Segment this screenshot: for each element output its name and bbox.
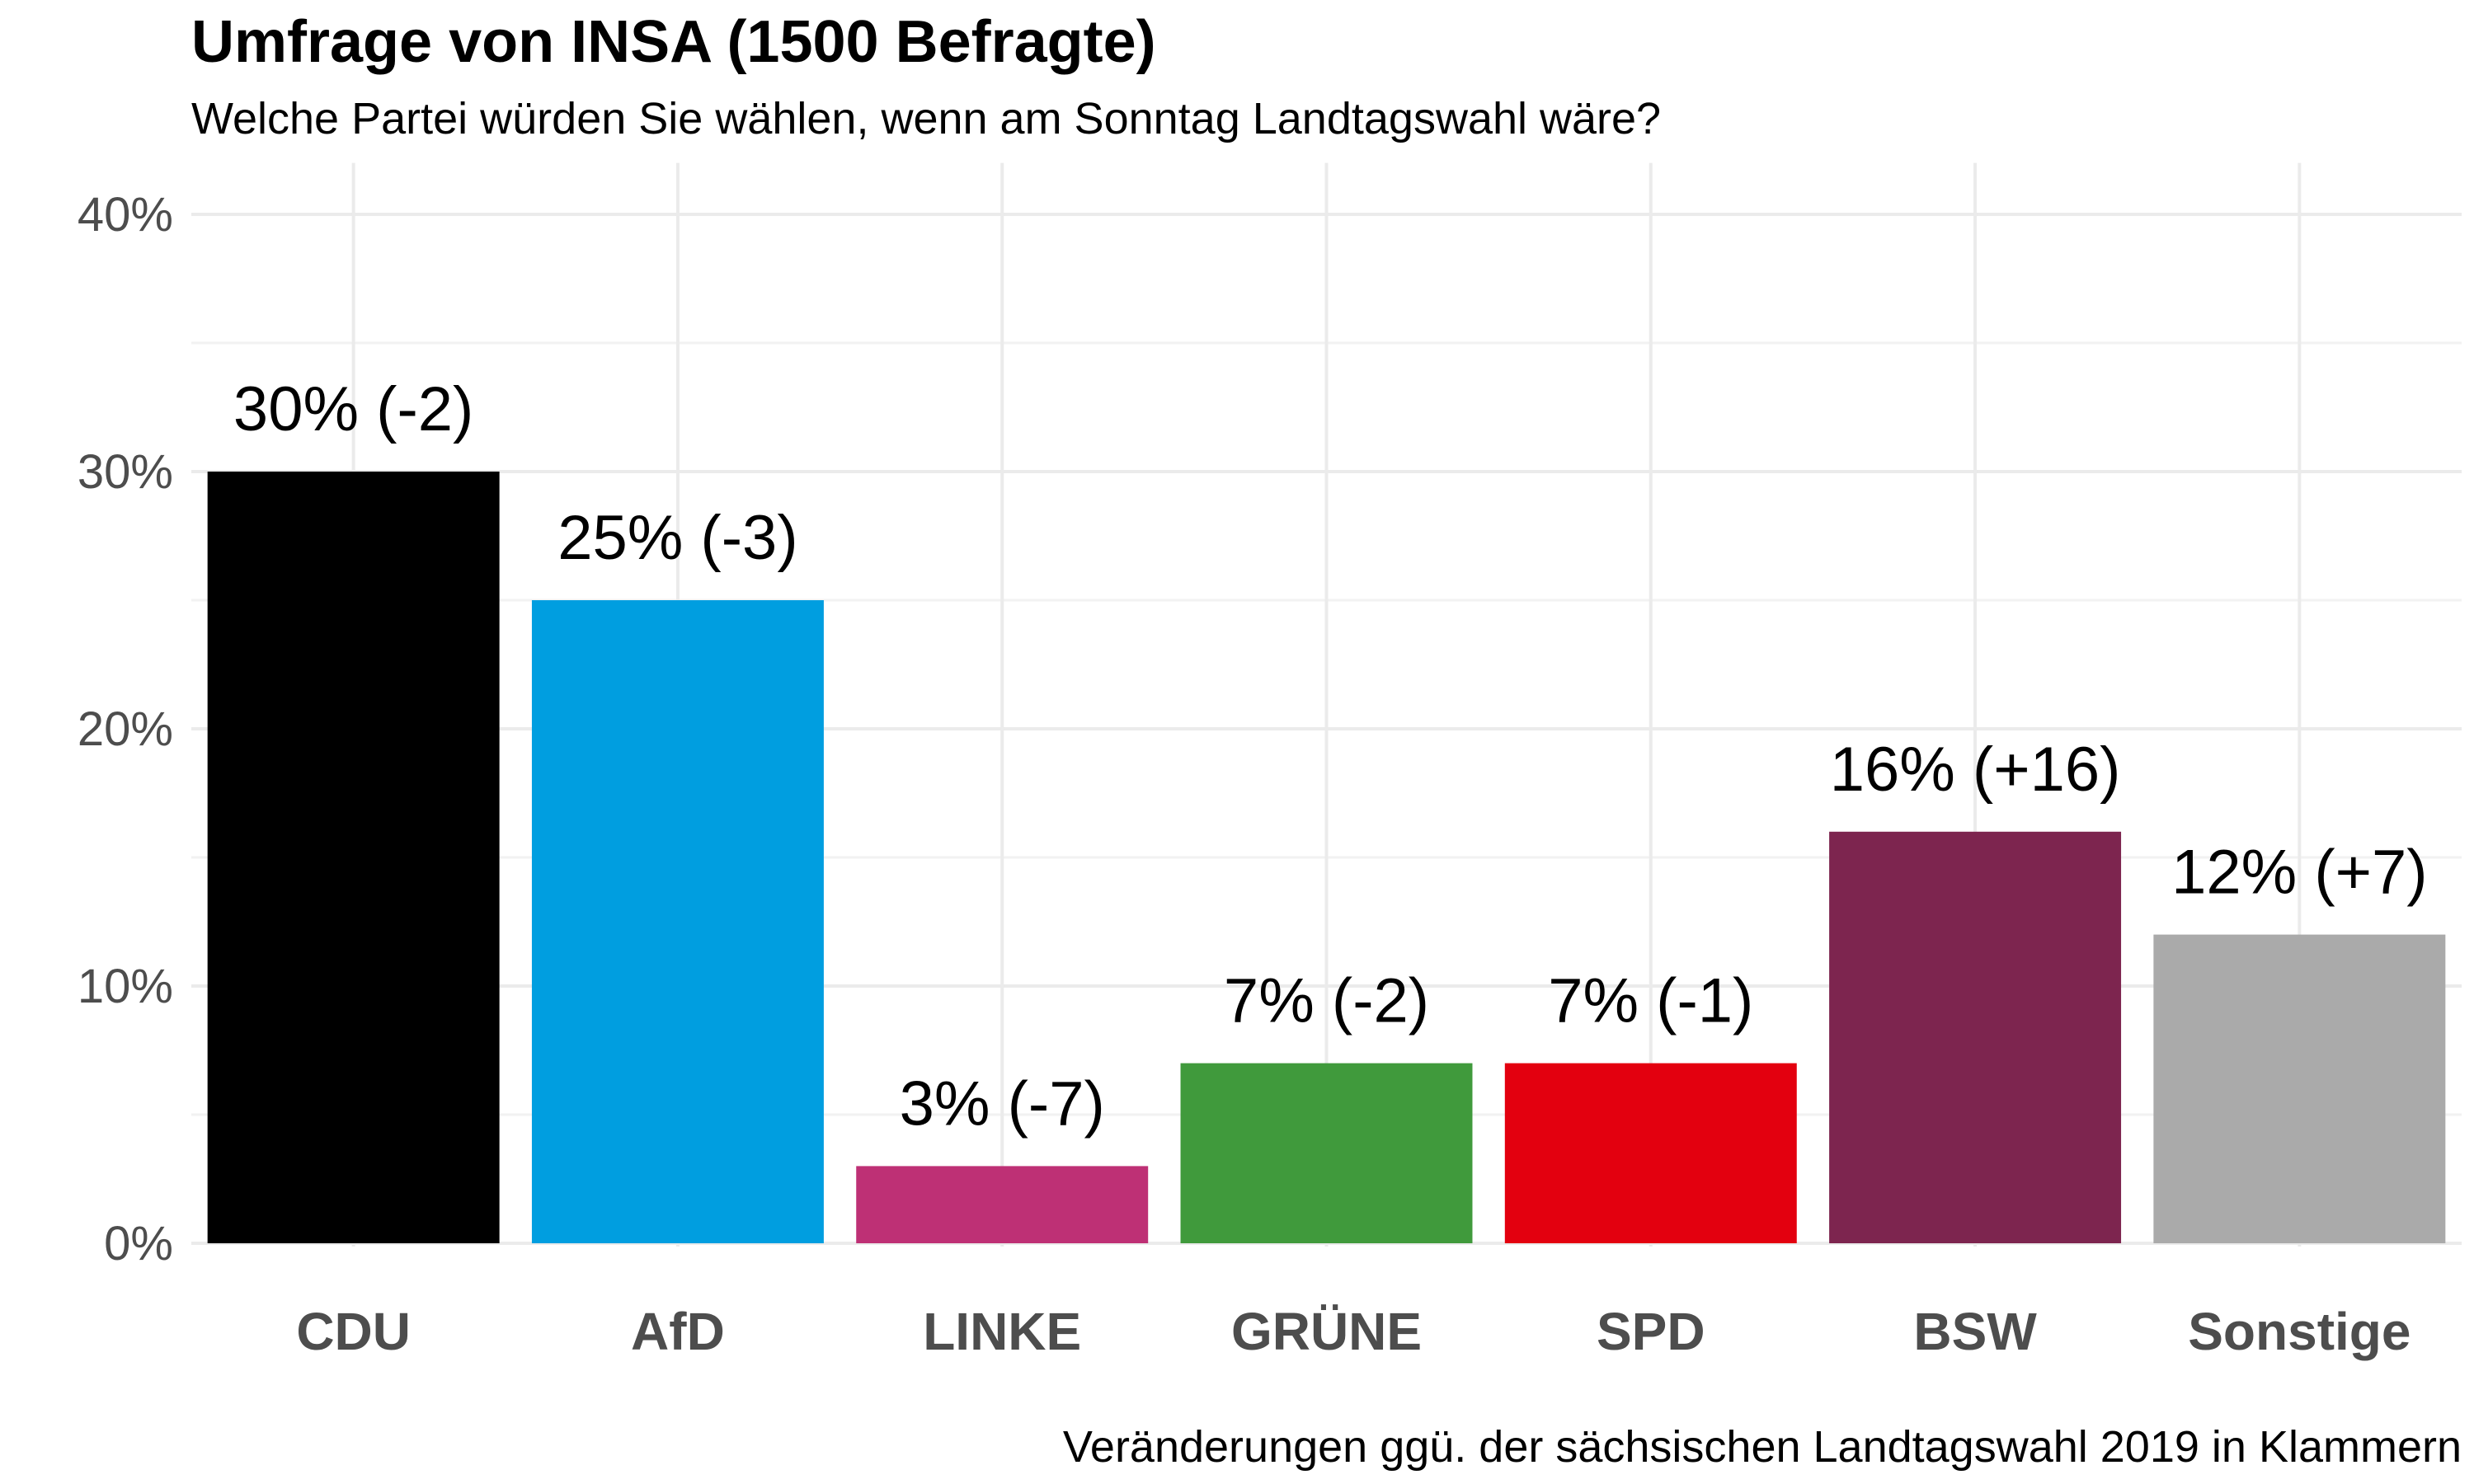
chart-subtitle: Welche Partei würden Sie wählen, wenn am…	[191, 94, 1661, 143]
data-label-spd: 7% (-1)	[1548, 966, 1753, 1036]
chart-title: Umfrage von INSA (1500 Befragte)	[191, 9, 1156, 75]
x-tick-label-spd: SPD	[1597, 1302, 1705, 1361]
y-tick-label: 10%	[78, 960, 173, 1013]
x-tick-label-cdu: CDU	[296, 1302, 411, 1361]
bar-sonstige	[2153, 934, 2446, 1243]
x-tick-label-afd: AfD	[631, 1302, 725, 1361]
data-label-afd: 25% (-3)	[557, 503, 797, 573]
bar-grüne	[1180, 1063, 1473, 1243]
data-label-cdu: 30% (-2)	[233, 374, 473, 444]
y-tick-label: 30%	[78, 445, 173, 499]
bar-linke	[856, 1166, 1149, 1243]
y-tick-label: 20%	[78, 702, 173, 756]
x-tick-label-bsw: BSW	[1913, 1302, 2037, 1361]
data-labels: 30% (-2) 25% (-3) 3% (-7) 7% (-2) 7% (-1) 16%…	[233, 374, 2428, 1139]
chart-caption: Veränderungen ggü. der sächsischen Landt…	[1063, 1422, 2462, 1472]
x-axis-ticks: CDU AfD LINKE GRÜNE SPD BSW Sonstige	[296, 1302, 2411, 1361]
bar-spd	[1504, 1063, 1797, 1243]
data-label-sonstige: 12% (+7)	[2171, 838, 2428, 908]
y-tick-label: 0%	[104, 1217, 173, 1270]
data-label-grüne: 7% (-2)	[1224, 966, 1429, 1036]
x-tick-label-grüne: GRÜNE	[1231, 1302, 1422, 1361]
bar-cdu	[207, 472, 500, 1243]
data-label-bsw: 16% (+16)	[1830, 735, 2121, 805]
y-tick-label: 40%	[78, 188, 173, 242]
y-axis-ticks: 0% 10% 20% 30% 40%	[78, 188, 173, 1270]
x-tick-label-linke: LINKE	[923, 1302, 1081, 1361]
bar-afd	[531, 600, 824, 1243]
x-tick-label-sonstige: Sonstige	[2188, 1302, 2411, 1361]
bar-bsw	[1829, 831, 2122, 1243]
bars	[207, 472, 2446, 1243]
data-label-linke: 3% (-7)	[900, 1068, 1105, 1139]
